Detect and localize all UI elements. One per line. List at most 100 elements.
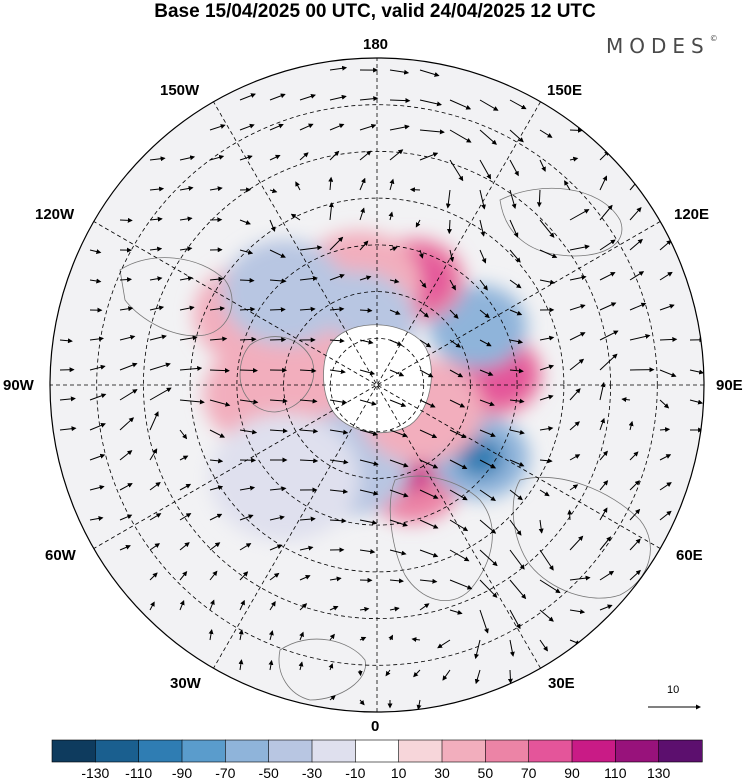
wind-arrow [295,181,301,191]
wind-arrow [239,367,258,373]
wind-arrow [449,399,466,408]
wind-arrow [509,609,521,630]
wind-arrow [409,187,421,193]
wind-arrow [659,336,678,342]
wind-arrow [119,362,138,371]
wind-arrow [149,513,162,521]
wind-arrow [269,278,287,284]
wind-arrow [238,659,244,671]
wind-arrow [539,219,555,238]
wind-arrow [359,369,376,376]
wind-arrow [299,306,316,312]
wind-arrow [119,514,133,521]
wind-arrow [269,219,276,232]
wind-arrow [599,570,615,581]
wind-arrow [449,429,467,439]
wind-arrow [359,636,367,642]
wind-arrow [179,429,188,440]
wind-arrow [268,630,274,641]
wind-arrow [415,219,421,228]
colorbar-swatch [615,739,660,763]
wind-arrow [569,454,581,461]
wind-arrow [389,339,403,346]
wind-arrow [149,572,158,581]
wind-arrow [445,189,451,209]
wind-arrow [659,510,672,521]
wind-arrow [179,246,193,252]
wind-arrow [209,399,231,407]
colorbar-swatch [571,739,616,763]
colorbar-tick-label: 130 [646,765,671,781]
wind-arrow [290,213,301,221]
wind-arrow [269,123,284,131]
wind-arrow [389,459,409,468]
wind-arrow [329,65,348,71]
wind-arrow [413,669,421,678]
wind-arrow [479,309,490,319]
wind-arrow [329,273,345,281]
wind-arrow [239,249,254,255]
wind-arrow [329,150,340,161]
wind-arrow [539,279,556,285]
wind-arrow [299,368,317,374]
wind-arrow [149,387,172,401]
wind-arrow [599,604,613,611]
wind-arrow [449,159,464,182]
wind-arrow [119,417,135,431]
wind-arrow [442,669,451,681]
wind-arrow [149,334,167,341]
wind-arrow [239,277,255,283]
wind-arrow [419,549,439,558]
wind-arrow [567,509,573,521]
lon-label-150e: 150E [547,82,583,99]
wind-arrow [269,249,286,258]
wind-arrow [449,279,456,291]
wind-arrow [599,450,608,461]
wind-arrow [149,216,163,222]
wind-arrow [179,483,192,491]
wind-arrow [328,176,334,191]
wind-arrow [89,453,106,461]
wind-arrow [509,219,519,238]
wind-arrow [239,485,256,491]
wind-arrow [569,209,590,221]
wind-arrow [357,669,363,677]
wind-arrow [629,207,642,221]
modes-logo: MODES© [606,34,718,58]
wind-arrow [411,637,421,643]
wind-arrow [179,513,192,521]
wind-arrow [509,459,525,467]
wind-arrow [474,669,481,685]
wind-arrow [539,609,554,622]
wind-arrow [269,515,285,521]
wind-arrow [299,275,318,281]
colorbar-swatch [441,739,486,763]
wind-arrow [389,369,405,377]
colorbar-tick-label: -110 [125,765,153,781]
wind-arrow [389,519,408,527]
wind-arrow [389,549,407,556]
wind-arrow [629,538,641,551]
wind-arrow [628,420,634,431]
wind-arrow [359,275,372,281]
wind-arrow [59,396,76,402]
wind-arrow [629,451,639,461]
wind-arrow [509,519,522,536]
wind-arrow [179,455,189,461]
wind-arrow [509,368,524,374]
wind-arrow [389,399,407,407]
wind-arrow [328,202,334,221]
latitude-circle [236,244,518,526]
wind-arrow [419,369,434,378]
wind-arrow [269,572,280,581]
wind-arrow [419,309,429,318]
colorbar-swatch [181,739,226,763]
wind-arrow [419,489,439,499]
wind-arrow [149,362,171,371]
wind-arrow [599,175,608,191]
wind-arrow [389,606,400,612]
wind-arrow [449,99,472,110]
wind-arrow [329,633,335,641]
wind-arrow [419,99,442,107]
